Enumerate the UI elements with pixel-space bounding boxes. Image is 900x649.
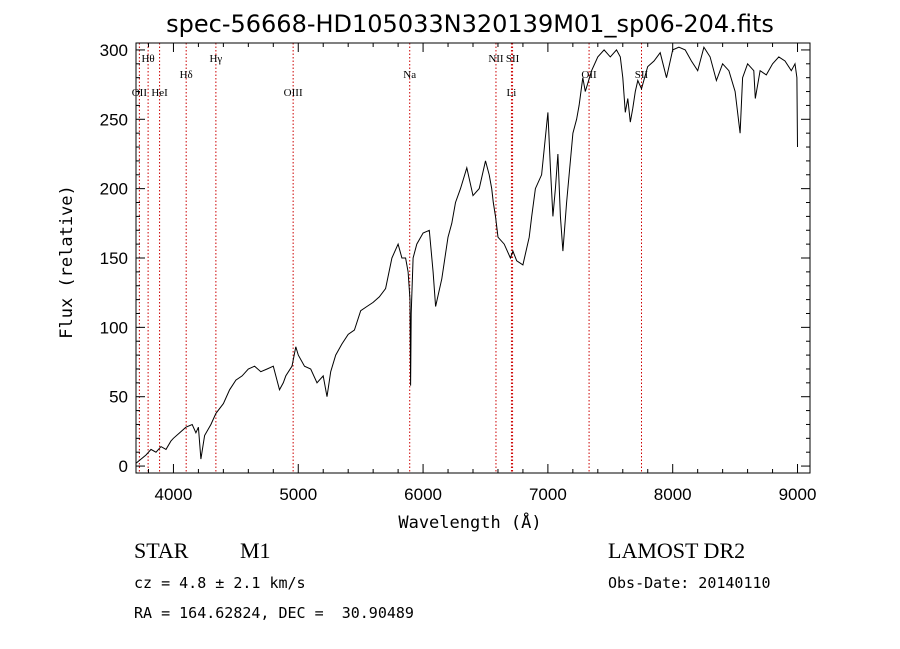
- y-axis-label: Flux (relative): [57, 185, 77, 339]
- marker-label: SII: [506, 53, 520, 65]
- x-tick-label: 7000: [529, 485, 567, 504]
- y-tick-label: 200: [100, 180, 128, 199]
- marker-label: Na: [403, 69, 416, 81]
- marker-label: Hδ: [180, 69, 193, 81]
- marker-label: Li: [507, 87, 517, 99]
- redshift-readout: cz = 4.8 ± 2.1 km/s: [134, 574, 306, 592]
- survey-label: LAMOST DR2: [608, 538, 746, 563]
- x-tick-label: 5000: [279, 485, 317, 504]
- y-tick-label: 300: [100, 41, 128, 60]
- x-tick-label: 6000: [404, 485, 442, 504]
- coordinates-readout: RA = 164.62824, DEC = 30.90489: [134, 604, 414, 622]
- object-subclass: M1: [240, 538, 271, 563]
- marker-label: HeI: [151, 87, 168, 99]
- marker-label: Hγ: [209, 53, 222, 65]
- spectrum-line: [135, 45, 798, 464]
- chart-title: spec-56668-HD105033N320139M01_sp06-204.f…: [166, 10, 774, 38]
- x-axis: 4000 5000 6000 7000 8000 9000: [147, 43, 817, 504]
- x-tick-label: 8000: [654, 485, 692, 504]
- marker-label: Hθ: [141, 53, 154, 65]
- y-axis: 0 50 100 150 200 250 300: [100, 41, 810, 476]
- marker-label: SII: [635, 69, 649, 81]
- y-tick-label: 0: [119, 457, 128, 476]
- marker-label: OIII: [284, 87, 303, 99]
- marker-label: OII: [581, 69, 597, 81]
- y-tick-label: 250: [100, 110, 128, 129]
- obs-date-readout: Obs-Date: 20140110: [608, 574, 771, 592]
- y-tick-label: 100: [100, 318, 128, 337]
- object-class: STAR: [134, 538, 189, 563]
- x-tick-label: 4000: [155, 485, 193, 504]
- y-tick-label: 150: [100, 249, 128, 268]
- marker-label: OII: [132, 87, 148, 99]
- y-tick-label: 50: [109, 388, 128, 407]
- marker-label: NII: [488, 53, 504, 65]
- plot-frame: [135, 42, 811, 474]
- x-axis-label: Wavelength (Å): [398, 511, 541, 533]
- x-tick-label: 9000: [779, 485, 817, 504]
